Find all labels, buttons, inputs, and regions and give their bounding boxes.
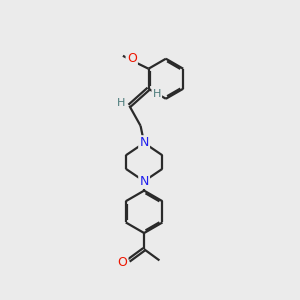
Text: H: H [117,98,125,109]
Text: H: H [153,89,161,99]
Text: O: O [117,256,127,269]
Text: N: N [140,136,149,149]
Text: O: O [127,52,137,65]
Text: N: N [140,175,149,188]
